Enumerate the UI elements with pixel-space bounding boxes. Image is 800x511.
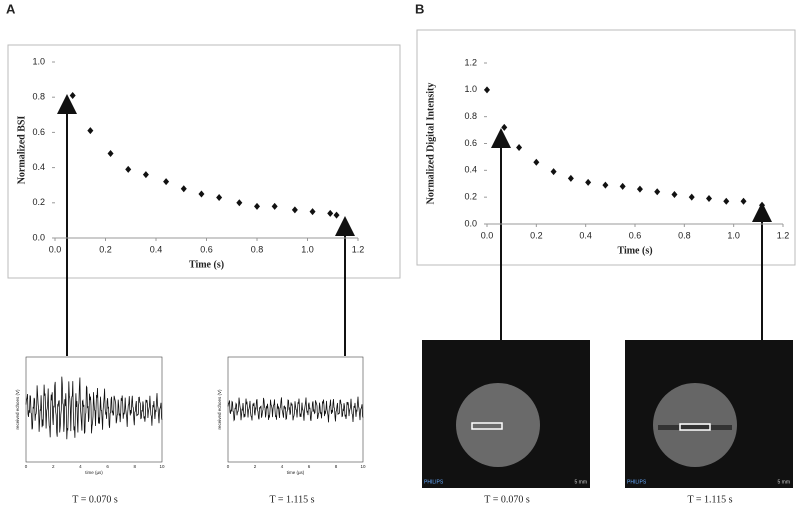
- x-tick-label: 0.2: [530, 230, 543, 240]
- marker: [87, 127, 94, 135]
- x-tick-label: 8: [335, 464, 338, 469]
- caption: T = 1.115 s: [269, 494, 314, 505]
- y-axis-title: received echoes (V): [217, 389, 222, 430]
- x-tick-label: 1.0: [727, 230, 740, 240]
- y-tick-label: 0.4: [32, 162, 45, 172]
- y-axis-title: received echoes (V): [15, 389, 20, 430]
- ultrasound-image: PHILIPS 5 mm: [625, 340, 793, 488]
- x-tick-label: 6: [308, 464, 311, 469]
- x-tick-label: 1.2: [777, 230, 790, 240]
- y-tick-label: 1.0: [32, 56, 45, 66]
- x-axis-title: Time (s): [189, 259, 224, 270]
- caption: T = 1.115 s: [687, 494, 732, 505]
- brand-label: PHILIPS: [424, 479, 444, 485]
- y-tick-label: 1.0: [464, 84, 477, 94]
- x-tick-label: 4: [79, 464, 82, 469]
- x-tick-label: 0.4: [150, 244, 163, 254]
- chart-frame: [416, 29, 796, 266]
- x-tick-label: 0.2: [99, 244, 112, 254]
- x-tick-label: 0.4: [579, 230, 592, 240]
- marker: [654, 188, 661, 196]
- marker: [759, 201, 766, 209]
- scale-label: 5 mm: [575, 479, 588, 485]
- y-axis-title: Normalized Digital Intensity: [425, 83, 436, 205]
- waveform-trace: [227, 396, 364, 423]
- x-tick-label: 2: [254, 464, 257, 469]
- marker: [740, 197, 747, 205]
- x-tick-label: 0.0: [49, 244, 62, 254]
- y-tick-label: 0.2: [32, 197, 45, 207]
- x-tick-label: 6: [106, 464, 109, 469]
- marker: [291, 206, 298, 214]
- y-tick-label: 0.6: [464, 138, 477, 148]
- marker: [309, 208, 316, 216]
- scale-label: 5 mm: [778, 479, 791, 485]
- x-tick-label: 1.0: [301, 244, 314, 254]
- marker: [271, 202, 278, 210]
- caption: T = 0.070 s: [484, 494, 530, 505]
- x-tick-label: 0.0: [481, 230, 494, 240]
- x-tick-label: 0: [25, 464, 28, 469]
- y-tick-label: 0.8: [32, 92, 45, 102]
- marker: [236, 199, 243, 207]
- y-tick-label: 0.2: [464, 192, 477, 202]
- panel-label: B: [415, 1, 424, 16]
- brand-label: PHILIPS: [627, 479, 647, 485]
- waveform-frame: [25, 356, 163, 463]
- x-axis-title: time (µs): [85, 470, 103, 475]
- x-tick-label: 0: [227, 464, 230, 469]
- marker: [636, 185, 643, 193]
- x-tick-label: 10: [360, 464, 366, 469]
- x-axis-title: Time (s): [617, 245, 652, 256]
- marker: [180, 185, 187, 193]
- y-tick-label: 1.2: [464, 57, 477, 67]
- caption: T = 0.070 s: [72, 494, 118, 505]
- y-tick-label: 0.4: [464, 165, 477, 175]
- marker: [501, 123, 508, 131]
- x-tick-label: 2: [52, 464, 55, 469]
- marker: [567, 174, 574, 182]
- y-tick-label: 0.6: [32, 127, 45, 137]
- waveform-frame: [227, 356, 364, 463]
- marker: [602, 181, 609, 189]
- y-axis-title: Normalized BSI: [16, 116, 27, 185]
- x-tick-label: 8: [134, 464, 137, 469]
- marker: [585, 178, 592, 186]
- marker: [619, 182, 626, 190]
- y-tick-label: 0.0: [464, 218, 477, 228]
- x-tick-label: 0.8: [251, 244, 264, 254]
- marker: [706, 195, 712, 203]
- panel-label: A: [6, 1, 16, 16]
- marker: [216, 194, 223, 202]
- marker: [107, 150, 114, 158]
- marker: [125, 165, 132, 173]
- x-tick-label: 4: [281, 464, 284, 469]
- marker: [163, 178, 170, 186]
- marker: [671, 190, 678, 198]
- x-tick-label: 0.8: [678, 230, 691, 240]
- x-axis-title: time (µs): [287, 470, 305, 475]
- marker: [550, 168, 557, 176]
- marker: [533, 158, 540, 166]
- x-tick-label: 0.6: [200, 244, 213, 254]
- x-tick-label: 0.6: [629, 230, 642, 240]
- marker: [327, 209, 334, 217]
- marker: [688, 193, 695, 201]
- x-tick-label: 10: [159, 464, 165, 469]
- marker: [142, 171, 149, 179]
- x-tick-label: 1.2: [352, 244, 365, 254]
- marker: [254, 202, 260, 210]
- waveform-trace: [25, 376, 163, 440]
- marker: [484, 86, 490, 94]
- chart-frame: [7, 44, 401, 279]
- marker: [69, 91, 76, 99]
- y-tick-label: 0.0: [32, 232, 45, 242]
- marker: [198, 190, 205, 198]
- y-tick-label: 0.8: [464, 111, 477, 121]
- ultrasound-image: PHILIPS 5 mm: [422, 340, 590, 488]
- marker: [333, 211, 340, 219]
- marker: [723, 197, 730, 205]
- marker: [516, 144, 523, 152]
